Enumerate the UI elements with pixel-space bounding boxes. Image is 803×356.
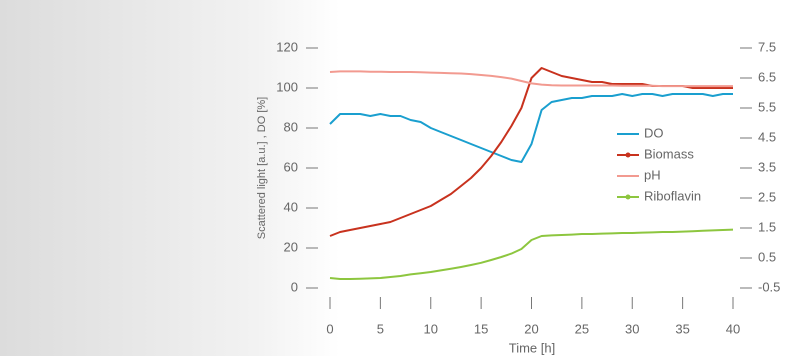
x-tick-label: 25 (575, 321, 589, 336)
x-tick-label: 0 (326, 321, 333, 336)
y2-tick-label: 4.5 (758, 129, 776, 144)
background (0, 0, 340, 356)
x-tick-label: 35 (675, 321, 689, 336)
y-tick-label: 100 (276, 79, 298, 94)
legend-label: Riboflavin (644, 188, 701, 203)
y2-tick-label: 7.5 (758, 39, 776, 54)
y2-tick-label: 0.5 (758, 249, 776, 264)
y2-tick-label: 6.5 (758, 69, 776, 84)
x-tick-label: 10 (424, 321, 438, 336)
y-tick-label: 80 (284, 119, 298, 134)
y-tick-label: 20 (284, 239, 298, 254)
y-tick-label: 0 (291, 279, 298, 294)
y-tick-label: 40 (284, 199, 298, 214)
x-tick-label: 20 (524, 321, 538, 336)
x-tick-label: 15 (474, 321, 488, 336)
x-tick-label: 30 (625, 321, 639, 336)
y-tick-label: 120 (276, 39, 298, 54)
y2-tick-label: 5.5 (758, 99, 776, 114)
y2-tick-label: 2.5 (758, 189, 776, 204)
y-axis-label: Scattered light [a.u.] , DO [%] (256, 97, 268, 239)
legend-marker (625, 194, 631, 200)
series-line (329, 93, 733, 163)
series-line (329, 228, 734, 280)
legend-label: pH (644, 167, 661, 182)
x-tick-label: 5 (377, 321, 384, 336)
legend-marker (625, 152, 631, 158)
y-tick-label: 60 (284, 159, 298, 174)
legend-label: Biomass (644, 146, 694, 161)
y2-tick-label: 3.5 (758, 159, 776, 174)
x-axis-label: Time [h] (509, 340, 555, 355)
y2-tick-label: -0.5 (758, 279, 780, 294)
y2-tick-label: 1.5 (758, 219, 776, 234)
legend-label: DO (644, 125, 664, 140)
series-line (329, 70, 733, 88)
x-tick-label: 40 (726, 321, 740, 336)
